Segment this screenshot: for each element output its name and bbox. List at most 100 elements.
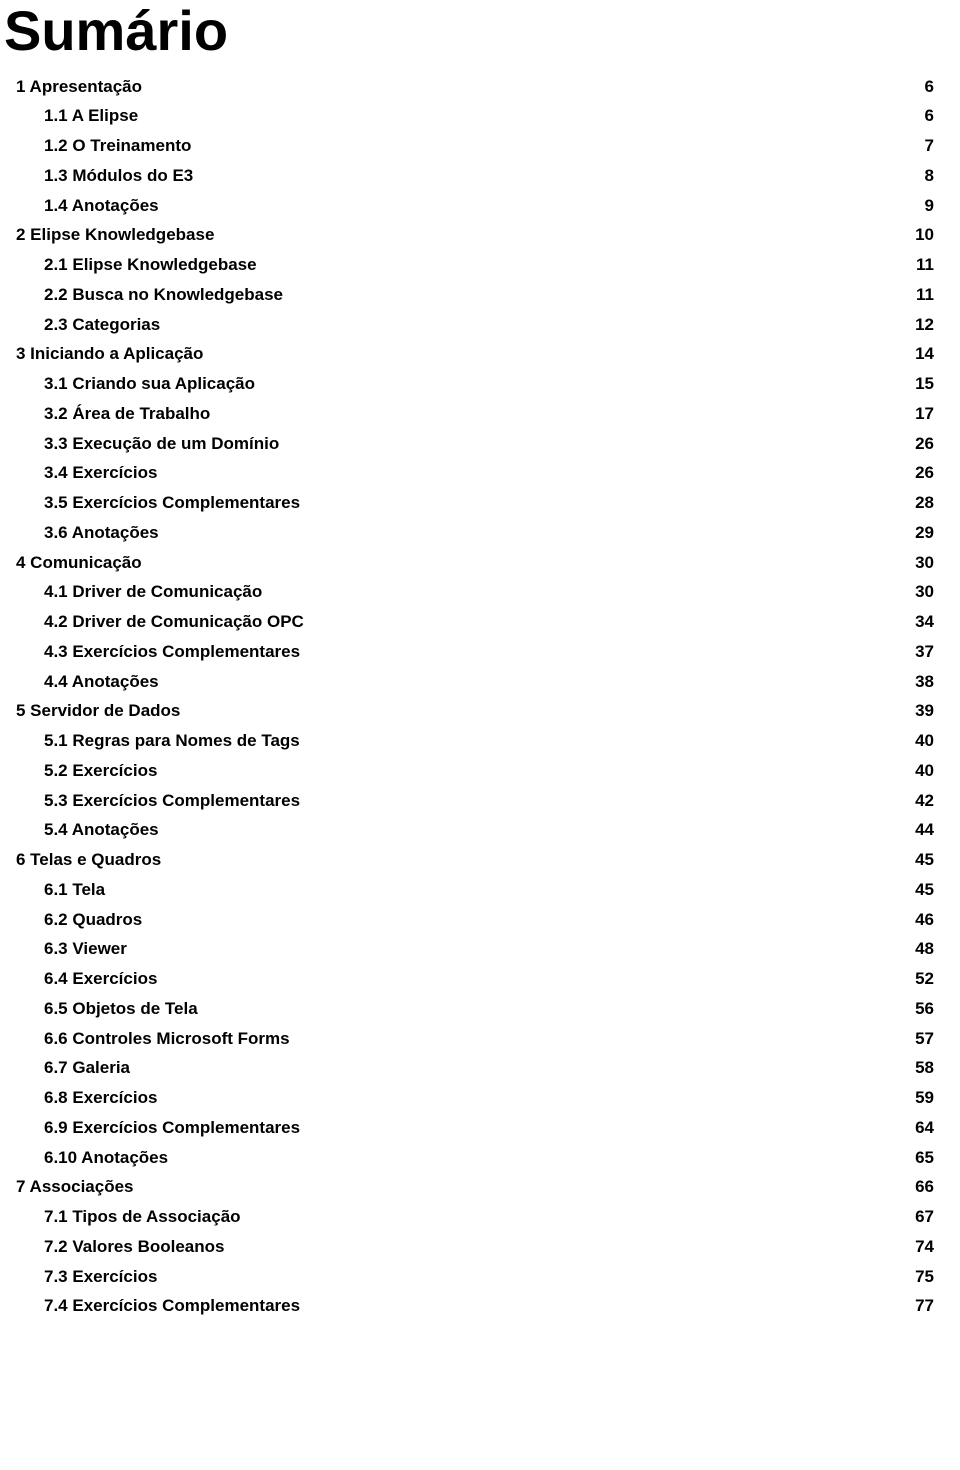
toc-page: 17 (910, 399, 940, 429)
toc-label: 3.2 Área de Trabalho (44, 399, 210, 429)
toc-label: 3.3 Execução de um Domínio (44, 429, 279, 459)
toc-row: 2.3 Categorias12 (4, 310, 940, 340)
toc-row: 6.3 Viewer 48 (4, 934, 940, 964)
toc-page: 64 (910, 1113, 940, 1143)
toc-label: 6.9 Exercícios Complementares (44, 1113, 300, 1143)
toc-label: 2.1 Elipse Knowledgebase (44, 250, 257, 280)
toc-page: 56 (910, 994, 940, 1024)
toc-page: 66 (910, 1172, 940, 1202)
toc-label: 7.2 Valores Booleanos (44, 1232, 224, 1262)
toc-row: 6 Telas e Quadros45 (4, 845, 940, 875)
toc-row: 3.3 Execução de um Domínio26 (4, 429, 940, 459)
toc-page: 6 (910, 101, 940, 131)
toc-row: 3.5 Exercícios Complementares28 (4, 488, 940, 518)
toc-page: 42 (910, 786, 940, 816)
toc-label: 1.1 A Elipse (44, 101, 138, 131)
toc-label: 6.2 Quadros (44, 905, 142, 935)
toc-page: 6 (910, 72, 940, 102)
toc-row: 7.2 Valores Booleanos 74 (4, 1232, 940, 1262)
toc-row: 6.9 Exercícios Complementares 64 (4, 1113, 940, 1143)
toc-page: 58 (910, 1053, 940, 1083)
toc-label: 6.6 Controles Microsoft Forms (44, 1024, 290, 1054)
toc-page: 65 (910, 1143, 940, 1173)
toc-row: 1.2 O Treinamento 7 (4, 131, 940, 161)
toc-row: 6.6 Controles Microsoft Forms 57 (4, 1024, 940, 1054)
toc-label: 5.1 Regras para Nomes de Tags (44, 726, 300, 756)
toc-row: 1.4 Anotações9 (4, 191, 940, 221)
toc-page: 10 (910, 220, 940, 250)
toc-page: 40 (910, 756, 940, 786)
toc-page: 28 (910, 488, 940, 518)
toc-label: 6.7 Galeria (44, 1053, 130, 1083)
toc-row: 7.1 Tipos de Associação67 (4, 1202, 940, 1232)
toc-page: 46 (910, 905, 940, 935)
toc-row: 3.4 Exercícios26 (4, 458, 940, 488)
toc-label: 3 Iniciando a Aplicação (16, 339, 203, 369)
toc-page: 48 (910, 934, 940, 964)
toc-label: 1 Apresentação (16, 72, 142, 102)
toc-row: 7.3 Exercícios75 (4, 1262, 940, 1292)
toc-page: 14 (910, 339, 940, 369)
toc-label: 2 Elipse Knowledgebase (16, 220, 214, 250)
toc-page: 59 (910, 1083, 940, 1113)
toc-page: 57 (910, 1024, 940, 1054)
toc-page: 8 (910, 161, 940, 191)
toc-row: 1.3 Módulos do E3 8 (4, 161, 940, 191)
toc-label: 5.2 Exercícios (44, 756, 157, 786)
toc-row: 2.1 Elipse Knowledgebase 11 (4, 250, 940, 280)
toc-row: 3.2 Área de Trabalho 17 (4, 399, 940, 429)
toc-row: 5 Servidor de Dados39 (4, 696, 940, 726)
toc-label: 6.8 Exercícios (44, 1083, 157, 1113)
toc-label: 1.2 O Treinamento (44, 131, 191, 161)
toc-row: 2.2 Busca no Knowledgebase 11 (4, 280, 940, 310)
toc-page: 77 (910, 1291, 940, 1321)
toc-label: 4.3 Exercícios Complementares (44, 637, 300, 667)
toc-page: 39 (910, 696, 940, 726)
toc-row: 4.1 Driver de Comunicação30 (4, 577, 940, 607)
toc-page: 9 (910, 191, 940, 221)
toc-page: 7 (910, 131, 940, 161)
toc-page: 26 (910, 458, 940, 488)
toc-row: 6.2 Quadros 46 (4, 905, 940, 935)
toc-label: 2.2 Busca no Knowledgebase (44, 280, 283, 310)
toc-page: 11 (910, 250, 940, 280)
toc-label: 6.1 Tela (44, 875, 105, 905)
toc-row: 2 Elipse Knowledgebase 10 (4, 220, 940, 250)
toc-row: 5.1 Regras para Nomes de Tags 40 (4, 726, 940, 756)
document-page: Sumário 1 Apresentação61.1 A Elipse61.2 … (0, 0, 960, 1351)
toc-page: 40 (910, 726, 940, 756)
table-of-contents: 1 Apresentação61.1 A Elipse61.2 O Treina… (4, 72, 940, 1322)
toc-row: 3.6 Anotações29 (4, 518, 940, 548)
toc-row: 5.3 Exercícios Complementares42 (4, 786, 940, 816)
toc-page: 74 (910, 1232, 940, 1262)
toc-row: 1 Apresentação 6 (4, 72, 940, 102)
toc-label: 4.1 Driver de Comunicação (44, 577, 262, 607)
toc-row: 6.4 Exercícios52 (4, 964, 940, 994)
toc-page: 67 (910, 1202, 940, 1232)
toc-row: 6.8 Exercícios 59 (4, 1083, 940, 1113)
toc-page: 11 (910, 280, 940, 310)
toc-row: 6.7 Galeria 58 (4, 1053, 940, 1083)
toc-page: 29 (910, 518, 940, 548)
toc-row: 6.1 Tela45 (4, 875, 940, 905)
toc-page: 44 (910, 815, 940, 845)
toc-row: 4 Comunicação30 (4, 548, 940, 578)
toc-label: 1.3 Módulos do E3 (44, 161, 193, 191)
toc-label: 6.5 Objetos de Tela (44, 994, 198, 1024)
toc-label: 2.3 Categorias (44, 310, 160, 340)
toc-row: 1.1 A Elipse 6 (4, 101, 940, 131)
toc-label: 6.4 Exercícios (44, 964, 157, 994)
toc-page: 45 (910, 845, 940, 875)
toc-label: 7.3 Exercícios (44, 1262, 157, 1292)
toc-label: 6.10 Anotações (44, 1143, 168, 1173)
toc-row: 3.1 Criando sua Aplicação15 (4, 369, 940, 399)
toc-row: 4.4 Anotações38 (4, 667, 940, 697)
toc-label: 6.3 Viewer (44, 934, 127, 964)
toc-row: 5.4 Anotações44 (4, 815, 940, 845)
toc-row: 6.10 Anotações 65 (4, 1143, 940, 1173)
toc-row: 3 Iniciando a Aplicação 14 (4, 339, 940, 369)
toc-label: 4.2 Driver de Comunicação OPC (44, 607, 304, 637)
toc-row: 7.4 Exercícios Complementares77 (4, 1291, 940, 1321)
toc-label: 7 Associações (16, 1172, 134, 1202)
toc-page: 15 (910, 369, 940, 399)
